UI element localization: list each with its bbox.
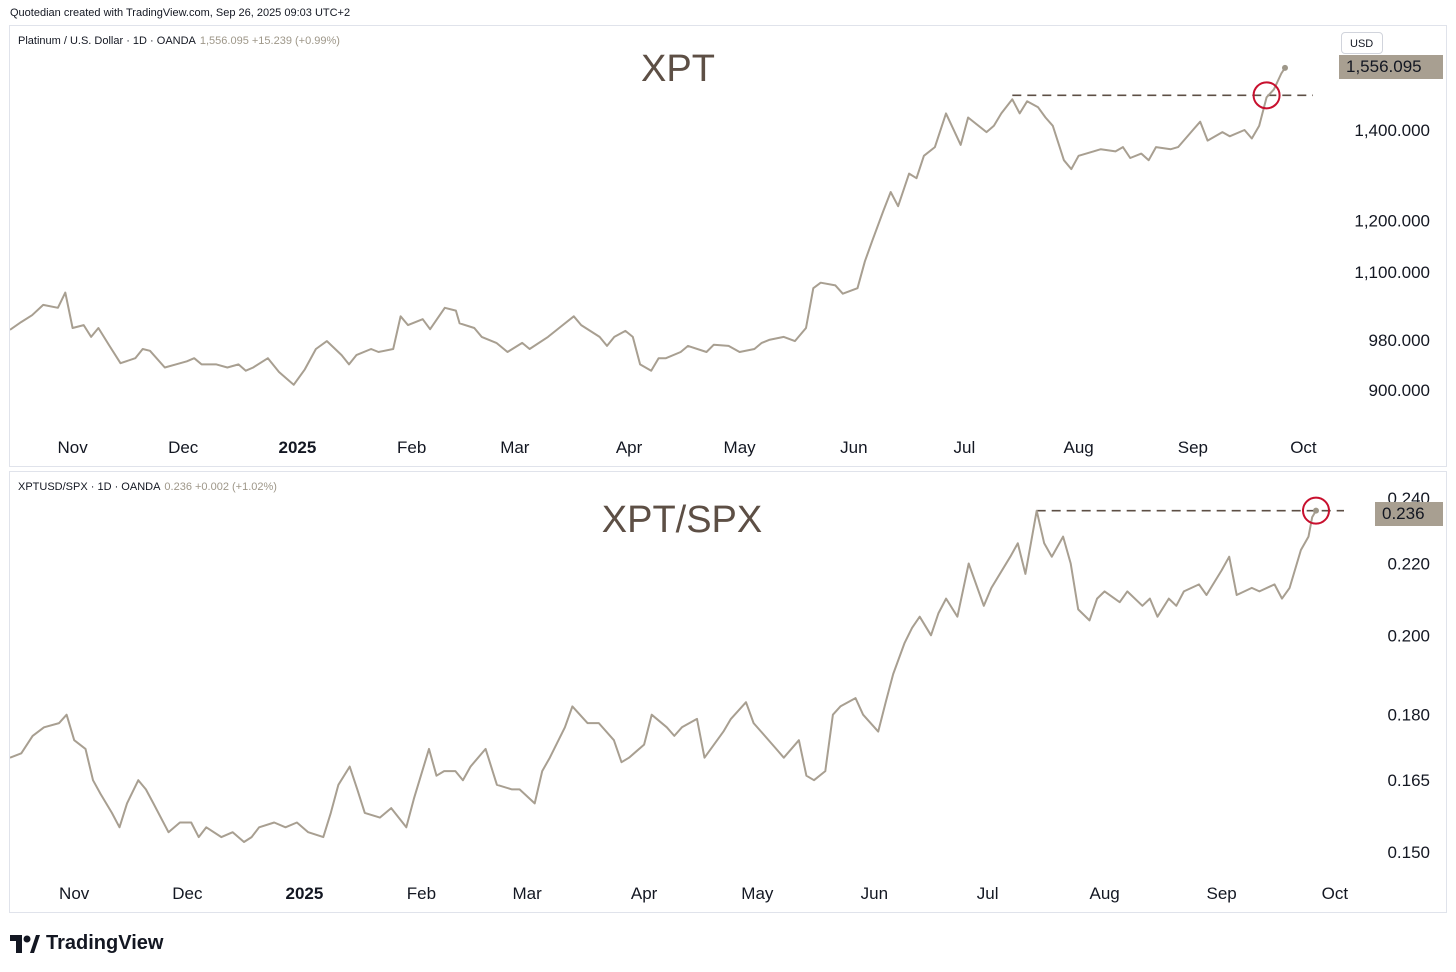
x-tick-label: Nov (58, 438, 89, 457)
x-tick-label: Mar (500, 438, 530, 457)
tradingview-logo-icon (10, 934, 40, 953)
legend-symbol: Platinum / U.S. Dollar · 1D · OANDA (18, 35, 196, 47)
price-line (10, 509, 1317, 843)
y-tick-label: 1,100.000 (1354, 263, 1430, 282)
chart-title: XPT/SPX (602, 499, 763, 541)
x-tick-label: Dec (172, 884, 203, 903)
x-tick-label: Sep (1207, 884, 1237, 903)
breakout-circle (1252, 81, 1281, 110)
x-tick-label: Feb (407, 884, 436, 903)
x-tick-label: Apr (631, 884, 658, 903)
y-tick-label: 0.220 (1387, 555, 1430, 574)
y-tick-label: 980.000 (1369, 331, 1430, 350)
brand-text: TradingView (46, 932, 164, 954)
y-tick-label: 900.000 (1369, 381, 1430, 400)
x-tick-label: Oct (1322, 884, 1349, 903)
chart-svg-xpt-spx[interactable]: XPT/SPX0.2400.2200.2000.1800.1650.150Nov… (10, 472, 1446, 912)
last-point-dot (1282, 64, 1288, 71)
y-tick-label: 0.150 (1387, 843, 1430, 862)
x-tick-label: Dec (168, 438, 199, 457)
legend-xpt: Platinum / U.S. Dollar · 1D · OANDA 1,556… (18, 35, 340, 47)
tradingview-brand[interactable]: TradingView (10, 932, 163, 955)
x-tick-label: Aug (1064, 438, 1094, 457)
legend-values: 1,556.095 +15.239 (+0.99%) (199, 35, 340, 47)
x-tick-label: Jul (954, 438, 976, 457)
chart-title: XPT (641, 48, 715, 90)
y-tick-label: 0.180 (1387, 706, 1430, 725)
x-tick-label: 2025 (286, 884, 324, 903)
x-tick-label: 2025 (279, 438, 317, 457)
legend-symbol: XPTUSD/SPX · 1D · OANDA (18, 481, 161, 493)
last-price-tag: 1,556.095 (1339, 55, 1443, 79)
currency-button[interactable]: USD (1341, 32, 1383, 54)
x-tick-label: May (741, 884, 774, 903)
x-tick-label: Jun (840, 438, 867, 457)
x-tick-label: Aug (1089, 884, 1119, 903)
price-line (10, 67, 1286, 386)
legend-xpt-spx: XPTUSD/SPX · 1D · OANDA 0.236 +0.002 (+1.… (18, 481, 277, 493)
chart-panel-xpt[interactable]: XPT 1,400.000 1,200.000 1,100.000 980.000 900… (9, 25, 1447, 467)
attribution-text: Quotedian created with TradingView.com, … (10, 7, 351, 19)
x-tick-label: Jun (861, 884, 888, 903)
breakout-circle (1302, 496, 1330, 525)
x-tick-label: Mar (512, 884, 542, 903)
chart-svg-xpt[interactable]: XPT 1,400.000 1,200.000 1,100.000 980.000 900… (10, 26, 1446, 466)
x-tick-label: Feb (397, 438, 426, 457)
chart-panel-xpt-spx[interactable]: XPT/SPX 0.240 0.220 0.200 0.180 0.165 0.150 Nov… (9, 471, 1447, 913)
y-tick-label: 0.200 (1387, 626, 1430, 645)
x-tick-label: Oct (1290, 438, 1317, 457)
x-tick-label: Apr (616, 438, 643, 457)
x-tick-label: Jul (977, 884, 999, 903)
x-tick-label: Nov (59, 884, 90, 903)
y-tick-label: 1,200.000 (1354, 212, 1430, 231)
y-tick-label: 0.165 (1387, 771, 1430, 790)
last-price-tag: 0.236 (1375, 502, 1443, 526)
legend-values: 0.236 +0.002 (+1.02%) (164, 481, 277, 493)
last-point-dot (1313, 507, 1319, 514)
x-tick-label: May (724, 438, 757, 457)
x-tick-label: Sep (1178, 438, 1208, 457)
y-tick-label: 1,400.000 (1354, 121, 1430, 140)
